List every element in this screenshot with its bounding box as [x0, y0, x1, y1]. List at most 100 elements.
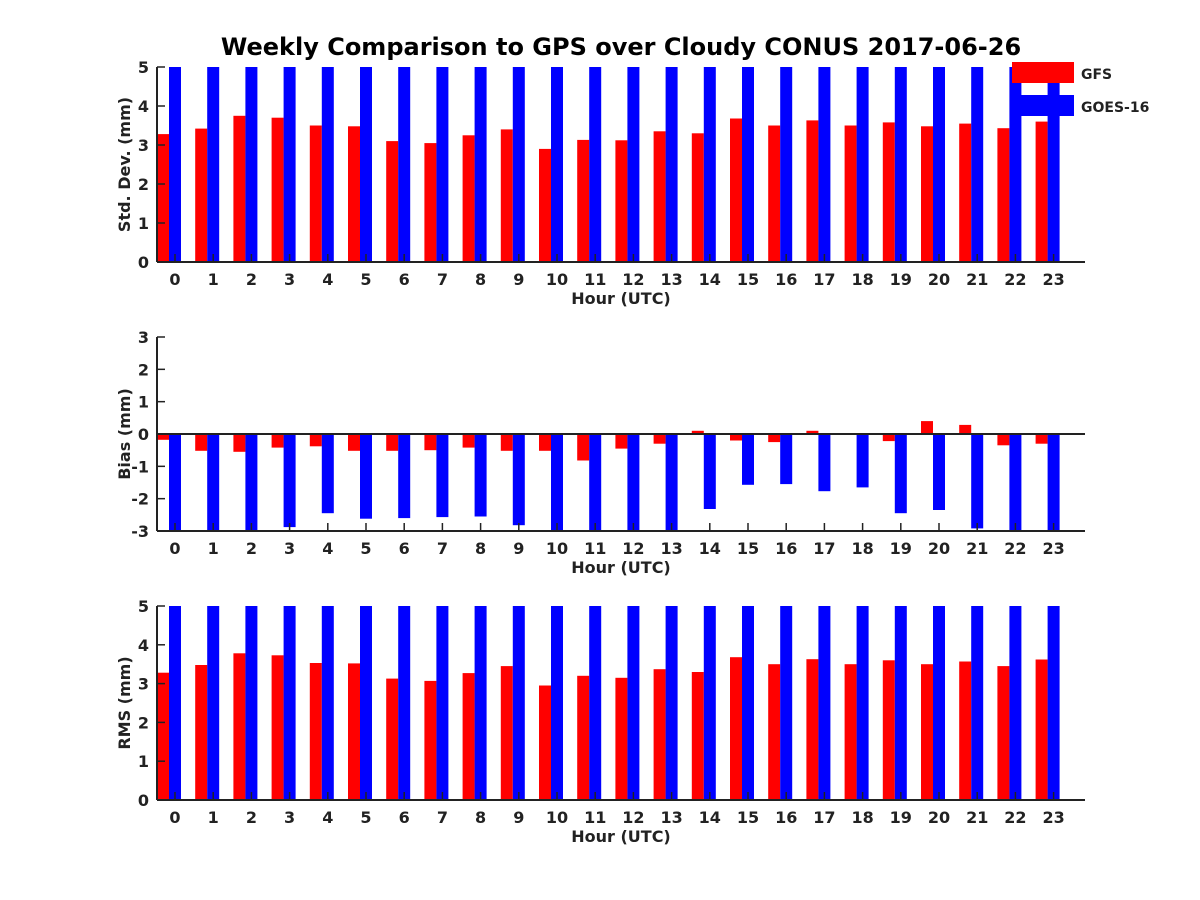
bar-rms-gfs-7: [424, 680, 437, 800]
x-tick-label-rms-0: 0: [169, 808, 180, 827]
x-tick-label-stddev-15: 15: [737, 270, 759, 289]
bar-rms-goes16-17: [818, 606, 831, 800]
x-axis-label-stddev: Hour (UTC): [571, 289, 671, 308]
x-tick-label-bias-22: 22: [1004, 539, 1026, 558]
bar-rms-goes16-0: [169, 606, 181, 800]
x-tick-label-rms-15: 15: [737, 808, 759, 827]
bar-rms-goes16-14: [703, 606, 716, 800]
x-tick-label-bias-15: 15: [737, 539, 759, 558]
y-tick-label-stddev-0: 0: [138, 253, 149, 272]
bar-stddev-goes16-19: [894, 67, 907, 262]
x-tick-label-rms-13: 13: [660, 808, 682, 827]
bar-rms-goes16-5: [360, 606, 372, 800]
bar-rms-goes16-9: [512, 606, 525, 800]
x-tick-label-stddev-3: 3: [284, 270, 295, 289]
bar-bias-gfs-14: [691, 430, 704, 434]
bar-stddev-gfs-15: [730, 118, 742, 262]
bar-stddev-goes16-9: [512, 67, 525, 262]
x-tick-label-bias-7: 7: [437, 539, 448, 558]
bar-bias-gfs-9: [500, 434, 513, 451]
bar-stddev-goes16-3: [283, 67, 296, 262]
bar-bias-goes16-20: [933, 434, 945, 510]
x-tick-label-stddev-14: 14: [699, 270, 721, 289]
x-tick-label-bias-9: 9: [513, 539, 524, 558]
x-tick-label-stddev-17: 17: [813, 270, 835, 289]
x-tick-label-stddev-5: 5: [360, 270, 371, 289]
bar-bias-gfs-8: [462, 434, 475, 448]
x-tick-label-stddev-21: 21: [966, 270, 988, 289]
x-tick-label-stddev-7: 7: [437, 270, 448, 289]
x-tick-label-stddev-4: 4: [322, 270, 333, 289]
bar-rms-gfs-2: [233, 653, 246, 800]
y-tick-label-rms-5: 5: [138, 597, 149, 616]
bar-rms-gfs-0: [157, 672, 169, 800]
y-tick-label-bias--2: -2: [131, 490, 149, 509]
bar-bias-gfs-5: [348, 434, 360, 451]
bar-stddev-goes16-10: [551, 67, 563, 262]
legend-label-gfs: GFS: [1081, 67, 1112, 83]
legend-label-goes16: GOES-16: [1081, 100, 1149, 116]
x-tick-label-bias-17: 17: [813, 539, 835, 558]
y-axis-label-bias: Bias (mm): [115, 388, 134, 480]
x-tick-label-rms-19: 19: [890, 808, 912, 827]
bar-bias-goes16-7: [436, 434, 449, 518]
bar-bias-goes16-10: [551, 434, 563, 531]
bar-rms-goes16-12: [627, 606, 640, 800]
bar-bias-goes16-15: [742, 434, 754, 485]
bar-stddev-gfs-7: [424, 143, 437, 262]
x-tick-label-stddev-23: 23: [1042, 270, 1064, 289]
y-tick-label-bias--3: -3: [131, 522, 149, 541]
bar-bias-gfs-10: [539, 434, 551, 451]
legend-swatch-gfs: [1012, 62, 1074, 83]
bar-stddev-goes16-2: [245, 67, 258, 262]
bar-stddev-gfs-16: [768, 125, 781, 262]
bar-stddev-goes16-17: [818, 67, 831, 262]
bar-rms-gfs-15: [730, 657, 742, 800]
y-tick-label-bias--1: -1: [131, 457, 149, 476]
bar-rms-gfs-9: [500, 666, 513, 800]
bar-stddev-gfs-11: [577, 139, 590, 262]
bar-bias-goes16-11: [589, 434, 602, 531]
x-tick-label-rms-12: 12: [622, 808, 644, 827]
bar-rms-gfs-16: [768, 664, 781, 800]
bar-rms-gfs-5: [348, 663, 360, 800]
y-tick-label-bias-3: 3: [138, 328, 149, 347]
x-tick-label-rms-9: 9: [513, 808, 524, 827]
bar-rms-goes16-18: [856, 606, 869, 800]
bar-stddev-gfs-13: [653, 131, 666, 262]
x-tick-label-stddev-11: 11: [584, 270, 606, 289]
bar-rms-gfs-3: [271, 655, 284, 800]
x-tick-label-bias-1: 1: [208, 539, 219, 558]
bar-bias-goes16-3: [283, 434, 296, 528]
bar-bias-gfs-13: [653, 434, 666, 444]
bar-stddev-gfs-8: [462, 135, 475, 263]
bar-stddev-goes16-7: [436, 67, 449, 262]
bar-stddev-gfs-23: [1035, 121, 1048, 262]
bar-rms-gfs-19: [882, 660, 895, 800]
bar-rms-gfs-22: [997, 666, 1010, 800]
x-tick-label-rms-16: 16: [775, 808, 797, 827]
bar-stddev-gfs-6: [386, 141, 399, 262]
bar-bias-goes16-12: [627, 434, 640, 531]
x-tick-label-bias-18: 18: [851, 539, 873, 558]
bar-bias-gfs-0: [157, 434, 169, 440]
bar-bias-gfs-4: [309, 434, 322, 447]
bar-stddev-gfs-18: [844, 125, 857, 262]
x-tick-label-stddev-13: 13: [660, 270, 682, 289]
bar-rms-gfs-12: [615, 677, 628, 800]
bar-bias-gfs-21: [959, 424, 972, 434]
bar-bias-goes16-5: [360, 434, 372, 519]
bar-stddev-gfs-9: [500, 129, 513, 262]
x-tick-label-rms-5: 5: [360, 808, 371, 827]
bar-rms-gfs-23: [1035, 659, 1048, 800]
bar-rms-gfs-20: [921, 664, 933, 800]
y-tick-label-rms-0: 0: [138, 791, 149, 810]
x-tick-label-stddev-8: 8: [475, 270, 486, 289]
bar-rms-goes16-2: [245, 606, 258, 800]
bar-rms-goes16-8: [474, 606, 487, 800]
x-tick-label-rms-2: 2: [246, 808, 257, 827]
x-tick-label-rms-17: 17: [813, 808, 835, 827]
bar-bias-goes16-4: [321, 434, 334, 514]
